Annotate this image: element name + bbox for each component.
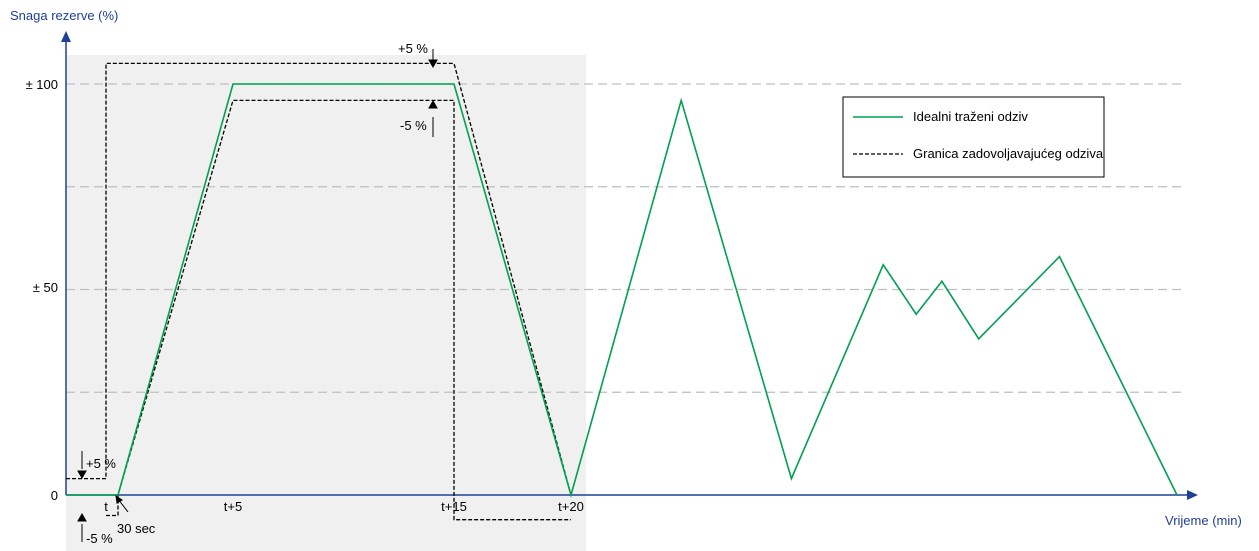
- bound-segment-1: [106, 99, 571, 521]
- legend-box: [842, 96, 1105, 178]
- y-tick-label-100: ± 100: [26, 77, 58, 92]
- arrow-up-icon: [428, 99, 438, 109]
- series-bound-dashed: [66, 62, 572, 521]
- y-axis-arrow-icon: [61, 31, 71, 42]
- annotation-minus5-top: -5 %: [400, 118, 427, 133]
- shaded-region: [66, 55, 586, 551]
- x-axis-arrow-icon: [1187, 490, 1198, 500]
- x-tick-label-t20: t+20: [558, 499, 584, 514]
- arrow-down-icon: [428, 59, 438, 69]
- annotation-30sec: 30 sec: [117, 521, 156, 536]
- arrow-up-icon-left: [77, 512, 87, 522]
- annotation-plus5-top: +5 %: [398, 41, 428, 56]
- annotation-arrows: [77, 49, 438, 542]
- arrow-30sec-icon: [115, 494, 123, 504]
- annotation-minus5-left: -5 %: [86, 531, 113, 546]
- x-axis-title: Vrijeme (min): [1165, 513, 1242, 528]
- legend-label-ideal: Idealni traženi odziv: [913, 109, 1028, 124]
- arrow-down-icon-left: [77, 470, 87, 480]
- legend: Idealni traženi odziv Granica zadovoljav…: [842, 96, 1105, 178]
- x-tick-label-t: t: [104, 499, 108, 514]
- bound-segment-0: [66, 62, 572, 496]
- annotation-plus5-left: +5 %: [86, 456, 116, 471]
- y-axis-title: Snaga rezerve (%): [10, 8, 118, 23]
- y-tick-label-50: ± 50: [33, 280, 58, 295]
- legend-label-bound: Granica zadovoljavajućeg odziva: [913, 146, 1104, 161]
- x-tick-label-t5: t+5: [224, 499, 242, 514]
- series-ideal-line: [66, 83, 1178, 498]
- y-tick-label-0: 0: [51, 488, 58, 503]
